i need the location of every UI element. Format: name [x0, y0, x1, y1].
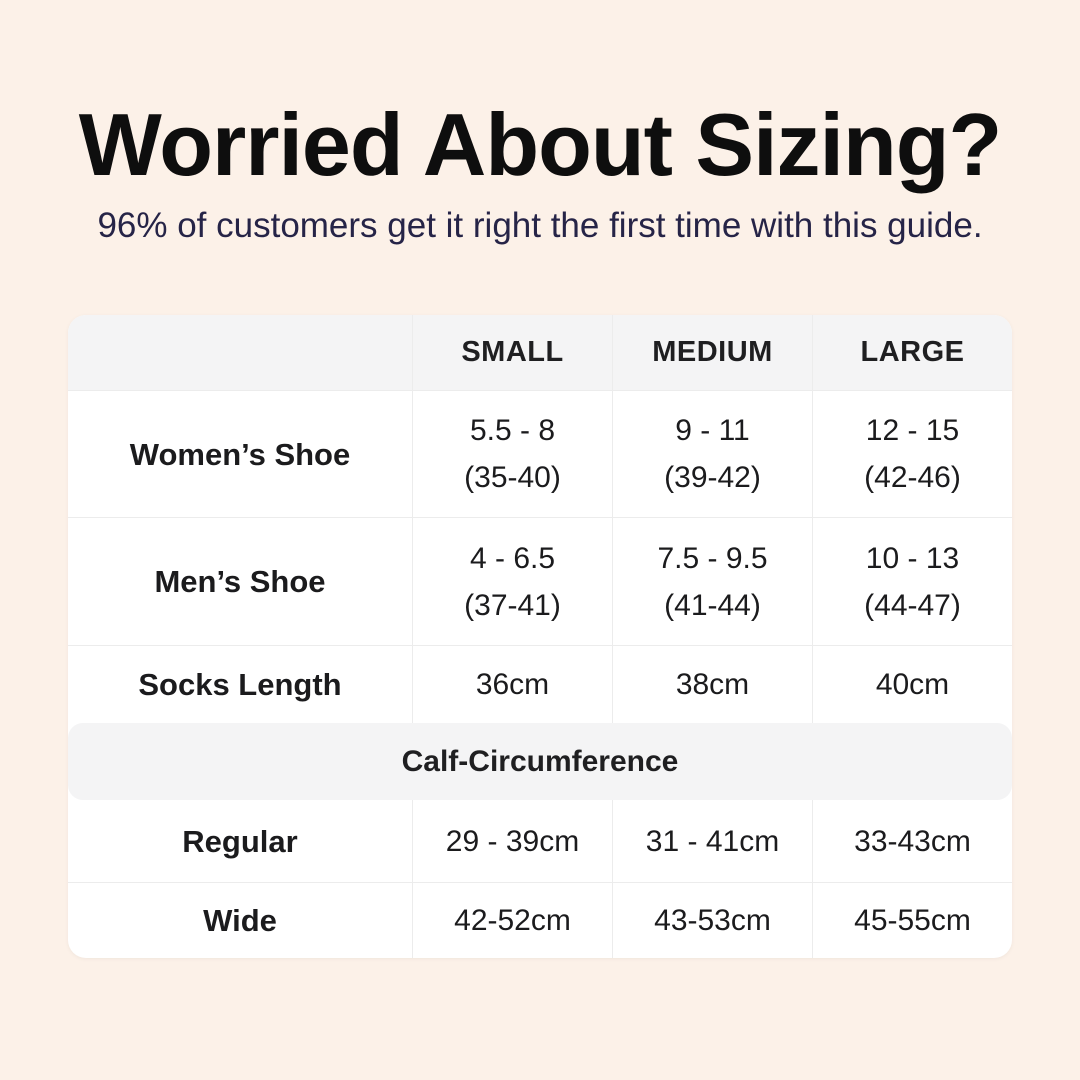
table-row-wide: Wide 42-52cm 43-53cm 45-55cm	[68, 882, 1012, 958]
mens-shoe-medium-cell: 7.5 - 9.5 (41-44)	[612, 518, 812, 645]
value-line: (41-44)	[664, 588, 761, 622]
womens-shoe-small-cell: 5.5 - 8 (35-40)	[412, 391, 612, 517]
womens-shoe-large-cell: 12 - 15 (42-46)	[812, 391, 1012, 517]
table-row-womens-shoe: Women’s Shoe 5.5 - 8 (35-40) 9 - 11 (39-…	[68, 390, 1012, 517]
value-line: 7.5 - 9.5	[657, 541, 768, 575]
row-label-regular: Regular	[182, 823, 298, 859]
wide-small-cell: 42-52cm	[412, 883, 612, 958]
row-label-wide: Wide	[203, 903, 277, 938]
row-label-womens-shoe: Women’s Shoe	[129, 436, 351, 472]
mens-shoe-small-cell: 4 - 6.5 (37-41)	[412, 518, 612, 645]
table-row-socks-length: Socks Length 36cm 38cm 40cm	[68, 645, 1012, 723]
socks-length-medium-cell: 38cm	[612, 646, 812, 723]
value-line: 38cm	[675, 668, 750, 701]
value-line: 36cm	[475, 668, 550, 701]
value-line: (39-42)	[664, 461, 761, 494]
table-row-mens-shoe: Men’s Shoe 4 - 6.5 (37-41) 7.5 - 9.5 (41…	[68, 517, 1012, 645]
regular-medium-cell: 31 - 41cm	[612, 800, 812, 882]
column-header-small: SMALL	[412, 315, 612, 390]
page-subtitle: 96% of customers get it right the first …	[97, 206, 983, 245]
value-line: 12 - 15	[865, 414, 960, 447]
womens-shoe-medium-cell: 9 - 11 (39-42)	[612, 391, 812, 517]
row-label-mens-shoe: Men’s Shoe	[154, 564, 326, 599]
regular-large-cell: 33-43cm	[812, 800, 1012, 882]
wide-large-cell: 45-55cm	[812, 883, 1012, 958]
table-header-row: SMALL MEDIUM LARGE	[68, 315, 1012, 390]
value-line: (37-41)	[464, 588, 561, 622]
regular-small-cell: 29 - 39cm	[412, 800, 612, 882]
mens-shoe-large-cell: 10 - 13 (44-47)	[812, 518, 1012, 645]
socks-length-small-cell: 36cm	[412, 646, 612, 723]
column-header-large: LARGE	[812, 315, 1012, 390]
column-header-medium: MEDIUM	[612, 315, 812, 390]
value-line: 40cm	[875, 668, 950, 701]
page-title: Worried About Sizing?	[78, 95, 1002, 194]
value-line: 10 - 13	[865, 541, 960, 575]
calf-circumference-section-header: Calf-Circumference	[68, 723, 1012, 800]
value-line: 9 - 11	[675, 414, 750, 447]
value-line: (44-47)	[864, 588, 961, 622]
row-label-socks-length: Socks Length	[138, 667, 342, 702]
table-header-empty-cell	[68, 315, 412, 390]
value-line: (42-46)	[864, 461, 961, 494]
value-line: 5.5 - 8	[469, 414, 556, 447]
table-row-regular: Regular 29 - 39cm 31 - 41cm 33-43cm	[68, 800, 1012, 882]
socks-length-large-cell: 40cm	[812, 646, 1012, 723]
value-line: 4 - 6.5	[469, 541, 556, 575]
value-line: (35-40)	[464, 461, 561, 494]
wide-medium-cell: 43-53cm	[612, 883, 812, 958]
sizing-table-card: SMALL MEDIUM LARGE Women’s Shoe 5.5 - 8 …	[68, 315, 1012, 958]
